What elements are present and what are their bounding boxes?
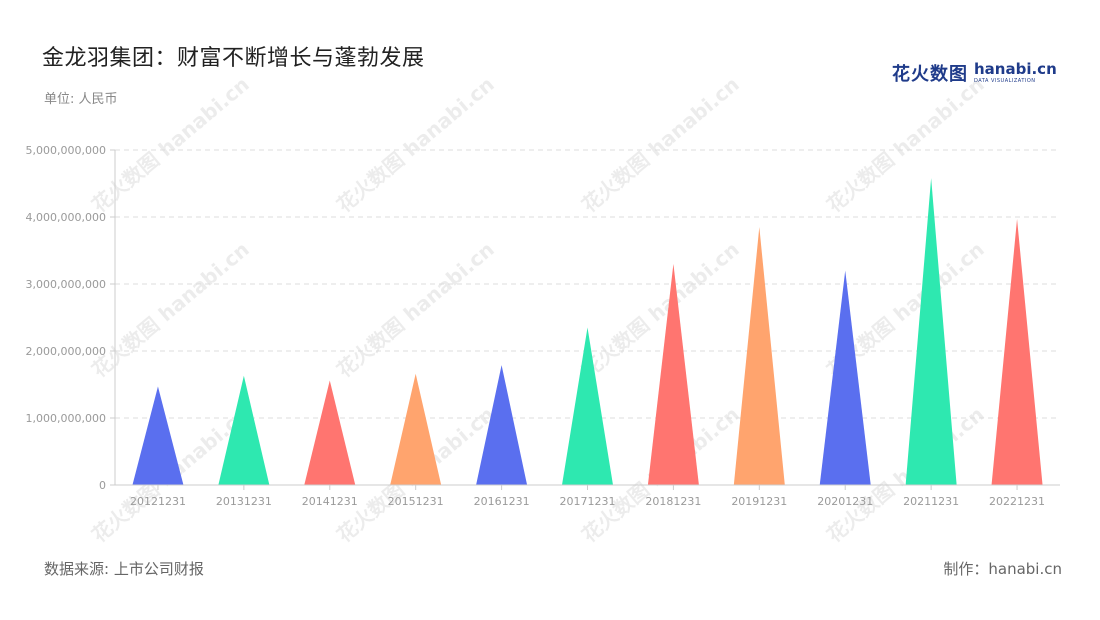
x-tick-label: 20201231 xyxy=(817,495,873,508)
bar-20141231 xyxy=(304,380,356,485)
x-tick-label: 20181231 xyxy=(645,495,701,508)
x-tick-label: 20191231 xyxy=(731,495,787,508)
x-tick-label: 20131231 xyxy=(216,495,272,508)
x-tick-label: 20161231 xyxy=(474,495,530,508)
svg-text:花火数图 hanabi.cn: 花火数图 hanabi.cn xyxy=(822,72,989,217)
bar-20151231 xyxy=(390,373,442,485)
brand-logo: 花火数图 hanabi.cn DATA VISUALIZATION xyxy=(892,60,1057,86)
bar-20131231 xyxy=(218,375,270,485)
x-axis: 20121231 20131231 20141231 20151231 20161231… xyxy=(115,484,1060,508)
chart-title: 金龙羽集团：财富不断增长与蓬勃发展 xyxy=(42,46,425,71)
y-tick-label: 1,000,000,000 xyxy=(26,412,106,425)
bar-20221231 xyxy=(991,219,1043,485)
watermark: 花火数图 hanabi.cn xyxy=(87,72,254,217)
svg-text:花火数图 hanabi.cn: 花火数图 hanabi.cn xyxy=(332,237,499,382)
x-tick-label: 20121231 xyxy=(130,495,186,508)
x-tick-label: 20171231 xyxy=(560,495,616,508)
x-tick-label: 20221231 xyxy=(989,495,1045,508)
brand-name-en: hanabi.cn xyxy=(974,60,1057,78)
svg-text:花火数图 hanabi.cn: 花火数图 hanabi.cn xyxy=(87,72,254,217)
svg-text:花火数图 hanabi.cn: 花火数图 hanabi.cn xyxy=(577,72,744,217)
bar-20121231 xyxy=(132,386,184,485)
y-tick-label: 5,000,000,000 xyxy=(26,144,106,157)
svg-text:花火数图 hanabi.cn: 花火数图 hanabi.cn xyxy=(577,237,744,382)
watermark: 花火数图 hanabi.cn xyxy=(577,72,744,217)
brand-tagline: DATA VISUALIZATION xyxy=(974,78,1036,84)
bar-20191231 xyxy=(733,227,785,486)
bar-20171231 xyxy=(562,327,613,485)
data-source: 数据来源: 上市公司财报 xyxy=(44,560,204,578)
brand-name-cn: 花火数图 xyxy=(892,64,968,85)
y-axis: 0 1,000,000,000 2,000,000,000 3,000,000,000… xyxy=(26,144,116,492)
watermark: 花火数图 hanabi.cn xyxy=(332,237,499,382)
bar-20201231 xyxy=(819,270,871,485)
svg-text:花火数图 hanabi.cn: 花火数图 hanabi.cn xyxy=(332,72,499,217)
bar-20181231 xyxy=(647,263,699,485)
watermark: 花火数图 hanabi.cn xyxy=(577,237,744,382)
svg-text:花火数图 hanabi.cn: 花火数图 hanabi.cn xyxy=(87,237,254,382)
y-tick-label: 4,000,000,000 xyxy=(26,211,106,224)
x-tick-label: 20141231 xyxy=(302,495,358,508)
credit: 制作：hanabi.cn xyxy=(943,560,1062,578)
bar-series xyxy=(132,178,1043,486)
x-tick-label: 20211231 xyxy=(903,495,959,508)
y-tick-label: 3,000,000,000 xyxy=(26,278,106,291)
bar-20211231 xyxy=(905,178,957,485)
bar-20161231 xyxy=(476,365,528,485)
watermark: 花火数图 hanabi.cn xyxy=(87,237,254,382)
y-tick-label: 2,000,000,000 xyxy=(26,345,106,358)
watermark: 花火数图 hanabi.cn xyxy=(822,72,989,217)
y-tick-label: 0 xyxy=(99,479,106,492)
unit-label: 单位: 人民币 xyxy=(44,92,118,107)
watermark: 花火数图 hanabi.cn xyxy=(332,72,499,217)
x-tick-label: 20151231 xyxy=(388,495,444,508)
brand-name-en-block: hanabi.cn DATA VISUALIZATION xyxy=(974,62,1057,84)
